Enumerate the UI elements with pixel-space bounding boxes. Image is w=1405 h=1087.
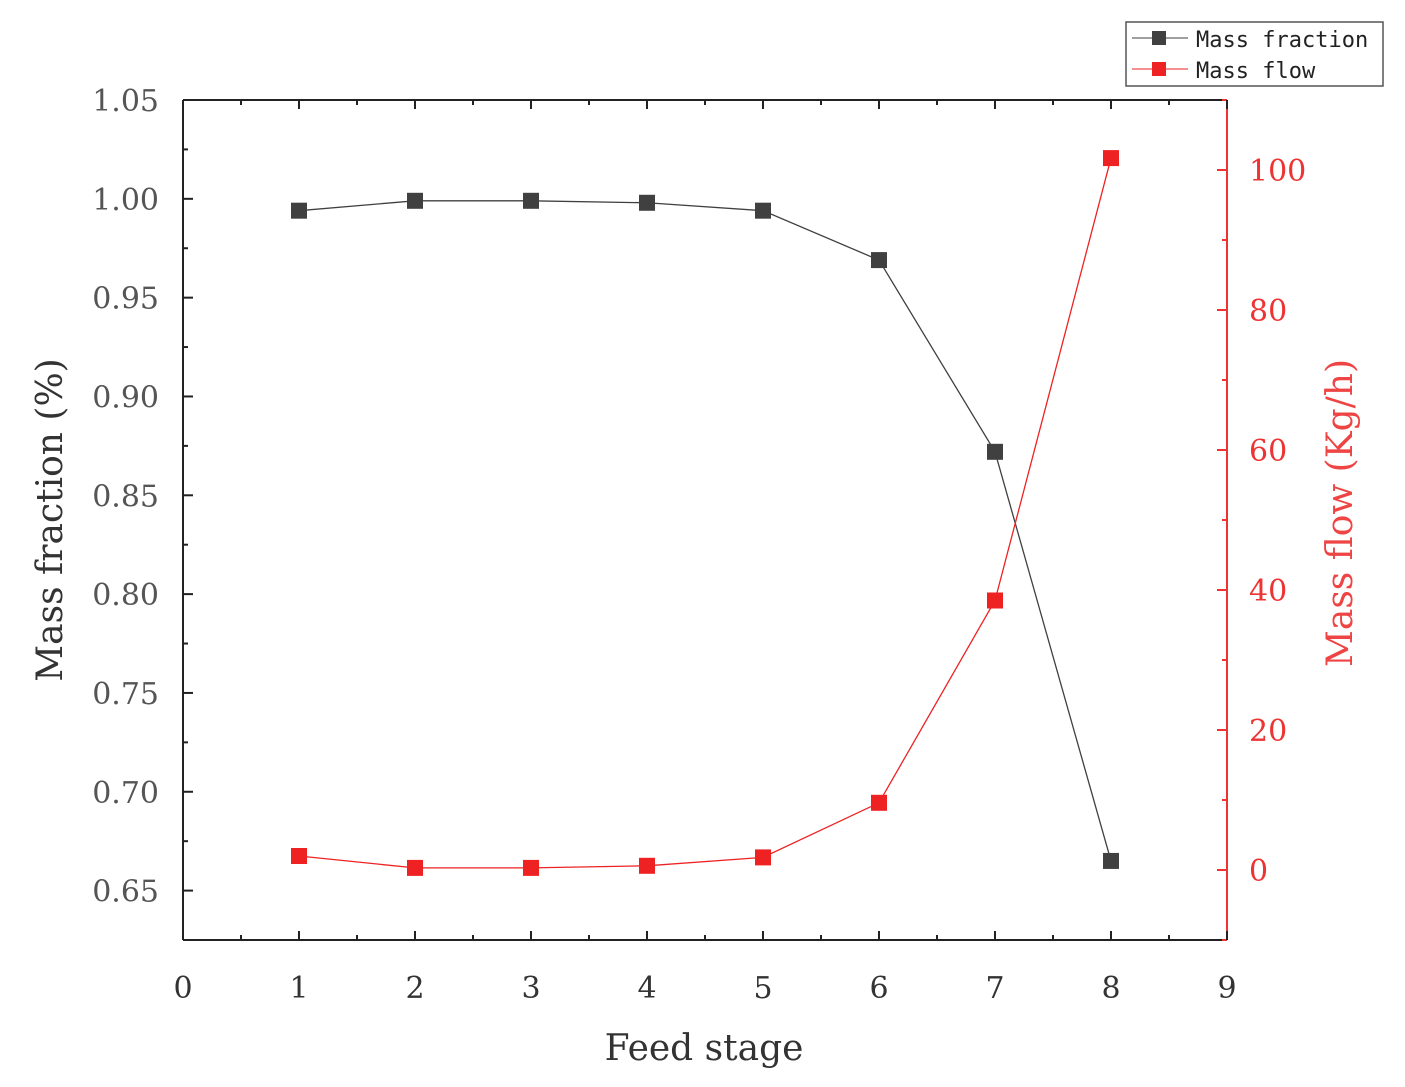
left-y-axis: 0.65 0.70 0.75 0.80 0.85 0.90 0.95 1.00 1.05 [92, 84, 193, 941]
x-tick-label: 0 [173, 971, 192, 1006]
x-tick-label: 2 [405, 971, 424, 1006]
x-tick-label: 1 [289, 971, 308, 1006]
legend-label-mass-flow: Mass flow [1196, 59, 1316, 84]
right-tick-label: 80 [1249, 294, 1287, 329]
mass-fraction-point [871, 252, 887, 269]
right-y-axis-title: Mass flow (Kg/h) [1320, 359, 1361, 667]
mass-flow-point [407, 859, 423, 876]
mass-flow-point [639, 857, 655, 874]
left-tick-label: 1.05 [92, 84, 159, 119]
series-layer [291, 150, 1119, 876]
left-tick-label: 0.95 [92, 282, 159, 317]
mass-flow-point [1103, 150, 1119, 167]
mass-flow-line [298, 157, 1112, 869]
x-axis-title: Feed stage [605, 1028, 804, 1069]
mass-fraction-point [987, 443, 1003, 460]
left-tick-label: 0.75 [92, 677, 159, 712]
mass-flow-point [523, 859, 539, 876]
legend-marker-mass-flow [1152, 62, 1166, 76]
mass-fraction-point [523, 192, 539, 209]
mass-fraction-point [291, 202, 307, 219]
legend: Mass fraction Mass flow [1125, 21, 1384, 87]
mass-flow-point [291, 848, 307, 864]
legend-box [1125, 21, 1384, 87]
left-tick-label: 0.65 [92, 875, 159, 910]
mass-fraction-point [1103, 852, 1119, 869]
mass-fraction-line [298, 200, 1112, 862]
right-y-axis: 0 20 40 60 80 100 [1217, 99, 1306, 941]
right-tick-label: 40 [1249, 574, 1287, 609]
right-tick-label: 60 [1249, 434, 1287, 469]
x-axis: 0 1 2 3 4 5 6 7 8 9 [173, 100, 1237, 1006]
mass-fraction-point [639, 194, 655, 211]
x-tick-label: 7 [985, 971, 1004, 1006]
right-tick-label: 100 [1249, 154, 1306, 189]
left-tick-label: 1.00 [92, 183, 159, 218]
mass-fraction-point [407, 192, 423, 209]
left-tick-label: 0.70 [92, 776, 159, 811]
plot-frame [182, 99, 1228, 941]
x-tick-label: 3 [521, 971, 540, 1006]
x-tick-label: 5 [753, 971, 772, 1006]
x-tick-label: 6 [869, 971, 888, 1006]
mass-flow-point [755, 849, 771, 866]
right-tick-label: 0 [1249, 854, 1268, 889]
legend-marker-mass-fraction [1152, 31, 1166, 45]
mass-flow-point [987, 592, 1003, 609]
mass-fraction-point [755, 202, 771, 219]
left-tick-label: 0.85 [92, 479, 159, 514]
mass-flow-point [871, 794, 887, 811]
x-tick-label: 8 [1101, 971, 1120, 1006]
right-tick-label: 20 [1249, 714, 1287, 749]
x-tick-label: 4 [637, 971, 656, 1006]
legend-label-mass-fraction: Mass fraction [1196, 28, 1368, 53]
left-tick-label: 0.90 [92, 380, 159, 415]
x-tick-label: 9 [1217, 971, 1236, 1006]
left-tick-label: 0.80 [92, 578, 159, 613]
left-y-axis-title: Mass fraction (%) [30, 358, 71, 681]
